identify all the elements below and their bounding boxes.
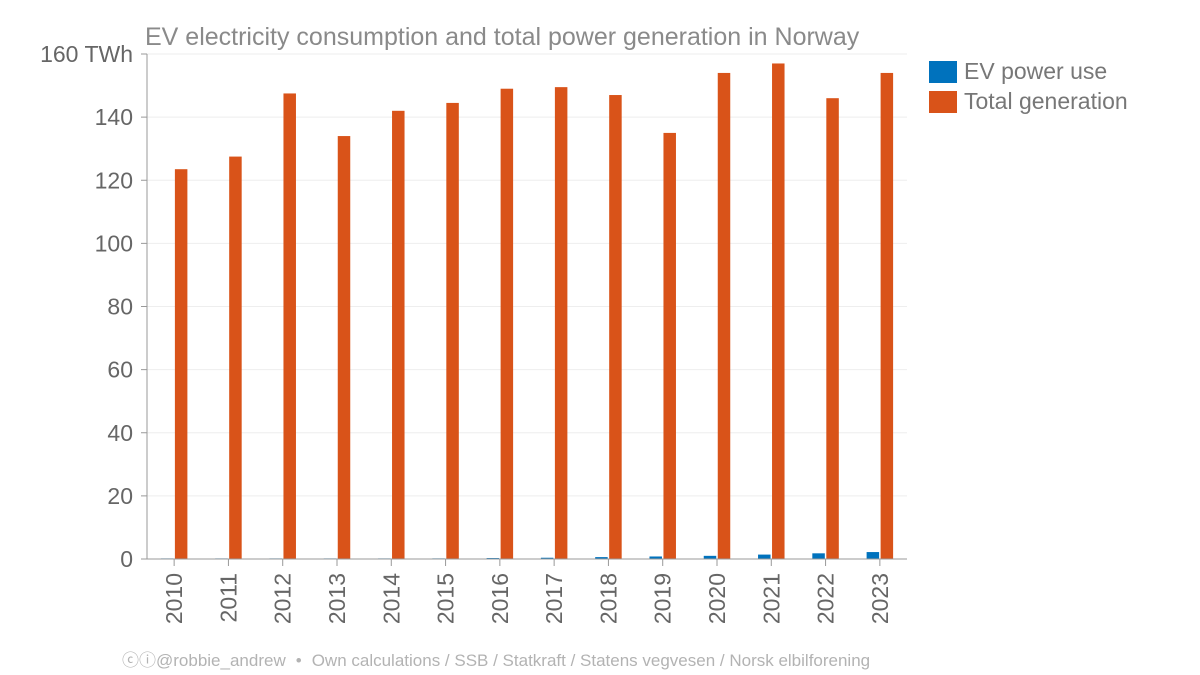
bar-total-generation xyxy=(500,88,514,559)
legend-label: EV power use xyxy=(964,58,1107,84)
x-tick-label: 2023 xyxy=(867,573,893,624)
legend-label: Total generation xyxy=(964,88,1128,114)
y-tick-label: 40 xyxy=(107,420,133,446)
bar-total-generation xyxy=(174,169,188,559)
bar-ev-power-use xyxy=(866,552,880,559)
bar-total-generation xyxy=(283,93,296,559)
license-icons: ⓒⓘ xyxy=(122,651,156,670)
bar-total-generation xyxy=(392,110,405,559)
x-tick-label: 2018 xyxy=(595,573,621,624)
x-tick-label: 2016 xyxy=(487,573,513,624)
bar-ev-power-use xyxy=(758,554,771,559)
bar-ev-power-use xyxy=(540,557,554,559)
bar-total-generation xyxy=(717,72,731,559)
x-tick-label: 2015 xyxy=(433,573,459,624)
footer-separator: • xyxy=(296,651,302,670)
y-tick-label: 100 xyxy=(95,230,133,256)
bar-total-generation xyxy=(609,95,622,559)
x-tick-label: 2011 xyxy=(215,573,241,622)
footer: ⓒⓘ@robbie_andrew • Own calculations / SSB … xyxy=(122,651,870,670)
chart-title: EV electricity consumption and total pow… xyxy=(145,23,860,51)
bar-total-generation xyxy=(229,156,242,559)
bar-total-generation xyxy=(880,72,894,559)
x-tick-label: 2021 xyxy=(758,573,784,624)
y-tick-label: 20 xyxy=(107,483,133,509)
x-tick-label: 2010 xyxy=(161,573,187,624)
bar-ev-power-use xyxy=(595,557,608,559)
legend-swatch xyxy=(929,61,957,83)
legend-swatch xyxy=(929,91,957,113)
bar-ev-power-use xyxy=(812,553,825,559)
author-handle: @robbie_andrew xyxy=(156,651,286,670)
x-tick-label: 2014 xyxy=(378,573,404,624)
y-tick-label: 0 xyxy=(120,546,133,572)
bar-total-generation xyxy=(772,63,785,559)
footer-sources: Own calculations / SSB / Statkraft / Sta… xyxy=(312,651,870,670)
x-tick-label: 2013 xyxy=(324,573,350,624)
x-tick-label: 2022 xyxy=(813,573,839,624)
y-tick-label: 160 TWh xyxy=(40,41,133,67)
x-tick-label: 2020 xyxy=(704,573,730,624)
x-axis: 2010 2011 2012 2013 2014 2015 2016 2017 2018 2019… xyxy=(147,558,907,624)
bar-ev-power-use xyxy=(649,556,662,559)
bar-ev-power-use xyxy=(703,555,717,559)
bar-total-generation xyxy=(554,87,568,559)
bars xyxy=(160,63,894,560)
y-tick-label: 60 xyxy=(107,357,133,383)
legend: EV power use Total generation xyxy=(929,58,1128,114)
y-tick-label: 120 xyxy=(95,167,133,193)
bar-total-generation xyxy=(826,98,839,559)
bar-total-generation xyxy=(337,136,351,559)
x-tick-label: 2012 xyxy=(270,573,296,624)
bar-total-generation xyxy=(446,102,459,560)
y-axis: 0 20 40 60 80 100 120 140 160 TWh xyxy=(40,41,148,572)
x-tick-label: 2019 xyxy=(650,573,676,624)
x-tick-label: 2017 xyxy=(541,573,567,624)
y-tick-label: 80 xyxy=(107,294,133,320)
gridlines xyxy=(147,53,907,497)
bar-total-generation xyxy=(663,132,676,559)
y-tick-label: 140 xyxy=(95,104,133,130)
